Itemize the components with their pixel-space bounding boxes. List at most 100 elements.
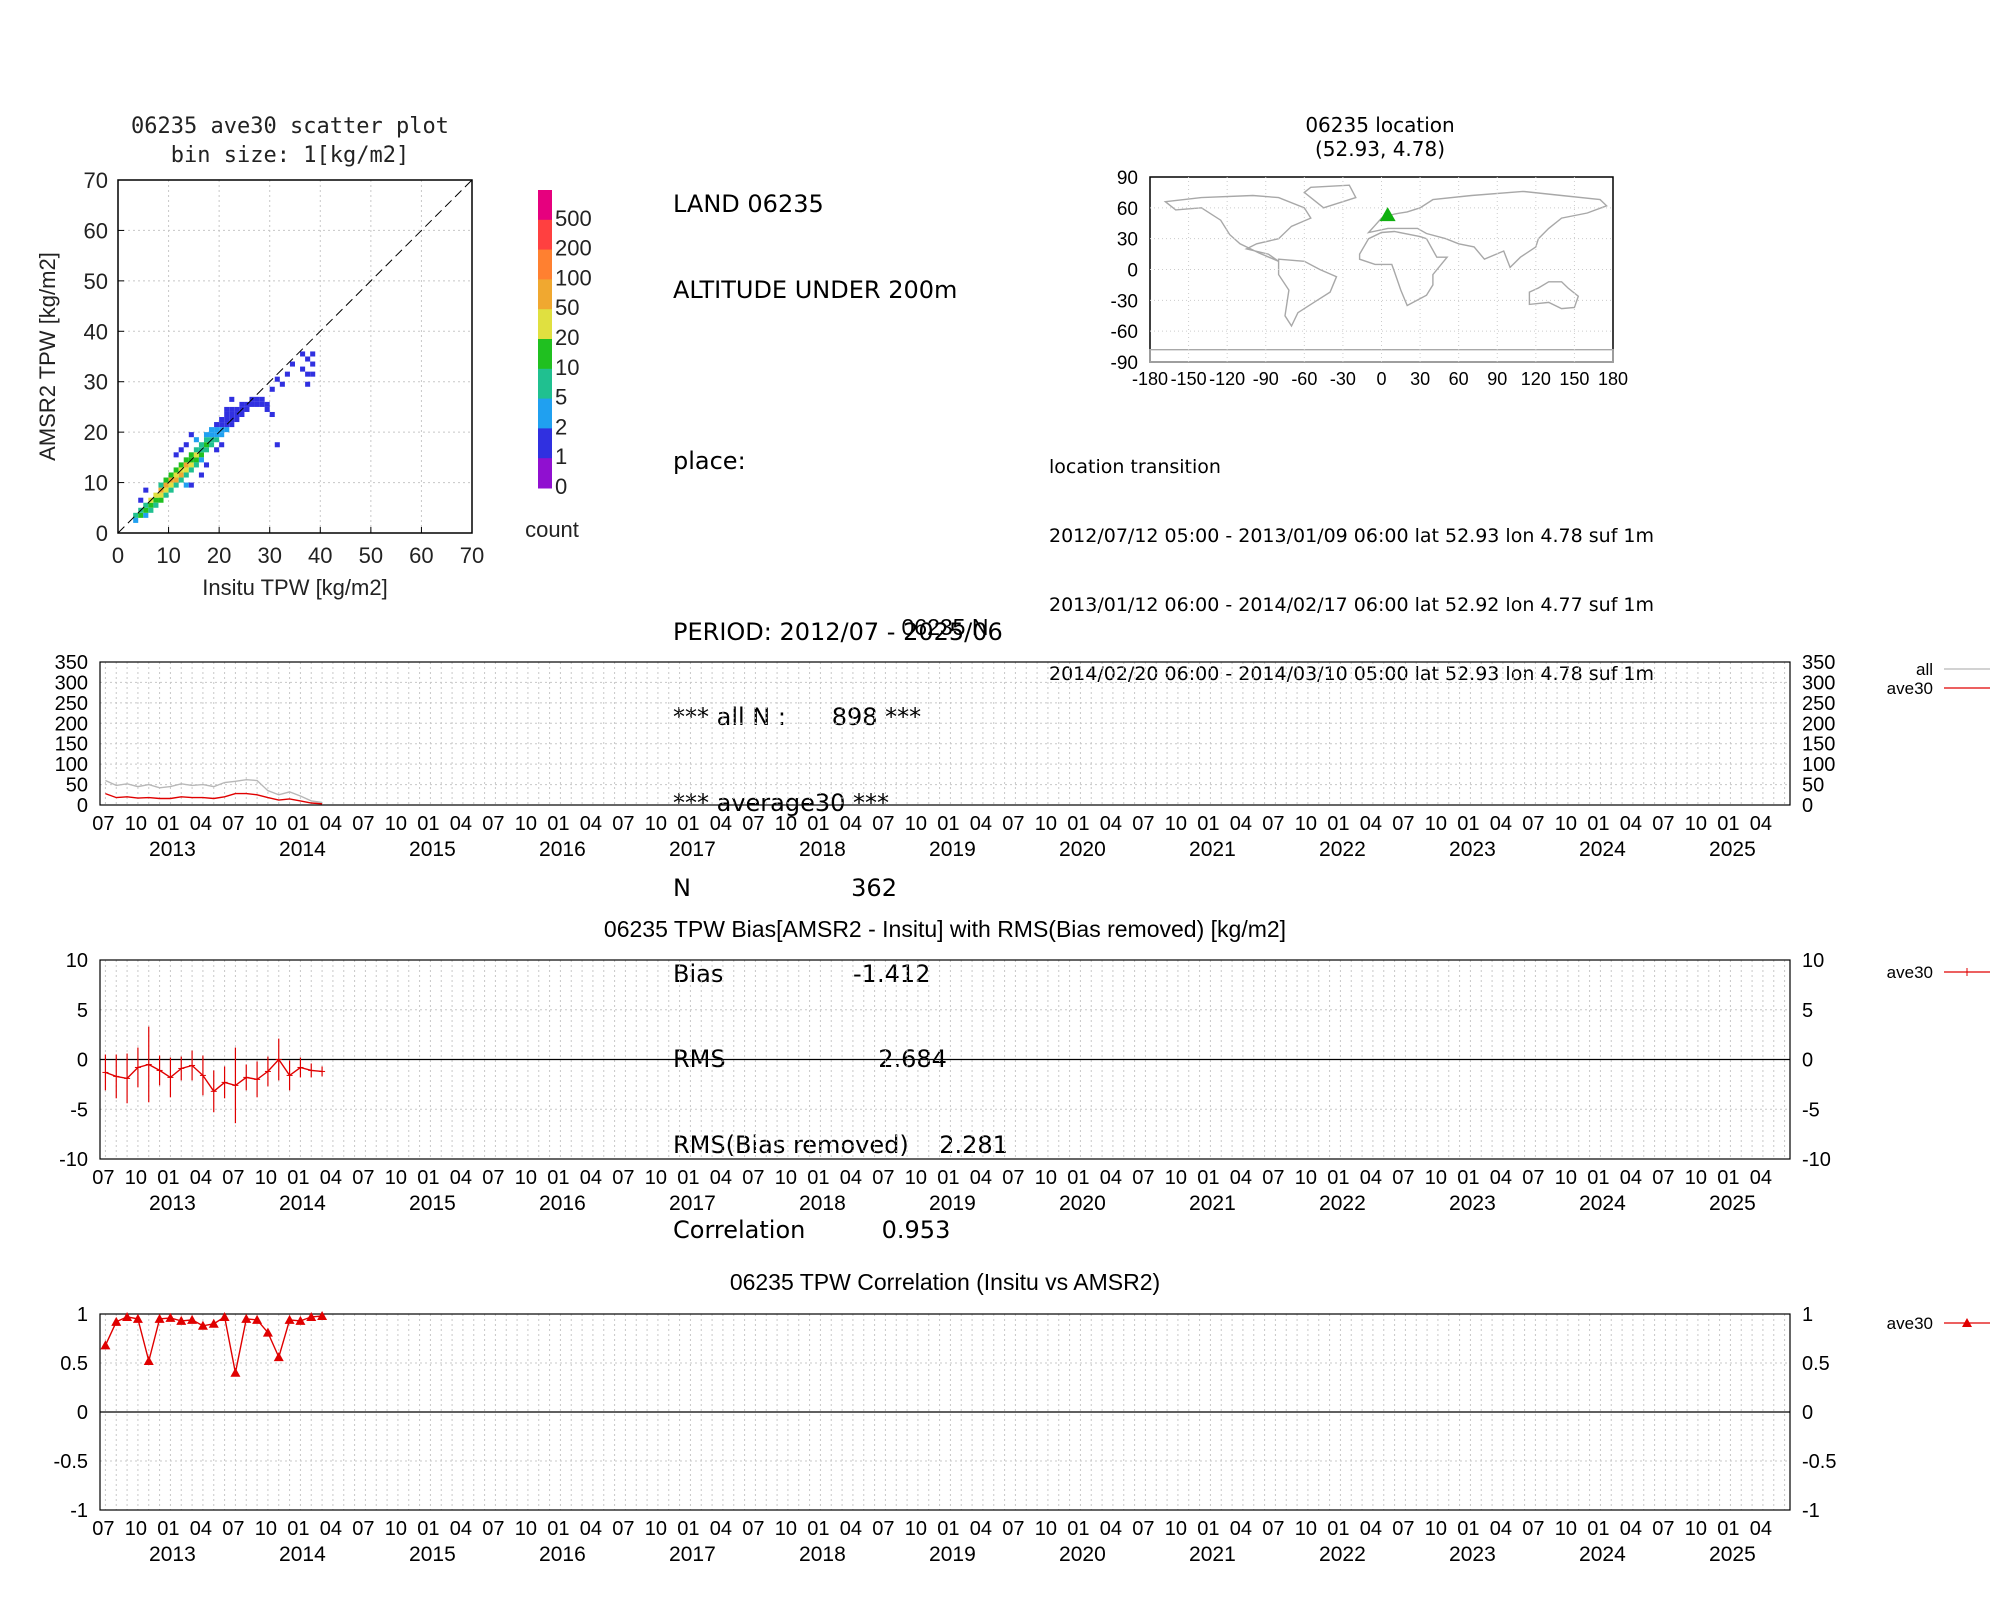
scatter-cell [143,487,149,493]
y-tick-label-left: 350 [55,652,88,674]
scatter-cell [214,437,220,443]
corr-point [252,1314,263,1324]
x-year-label: 2016 [539,838,586,861]
x-month-label: 10 [125,813,147,835]
y-tick-label: 0 [96,521,108,546]
corr-point [122,1311,133,1321]
scatter-cell [158,497,164,503]
x-month-label: 01 [547,1518,569,1540]
map-x-tick-label: 60 [1449,369,1469,389]
x-tick-label: 0 [112,543,124,568]
colorbar-segment [538,398,552,429]
scatter-cell [173,482,179,488]
x-month-label: 04 [1750,813,1772,835]
corr-point [295,1315,306,1325]
y-tick-label-left: -5 [70,1099,88,1121]
colorbar-segment [538,279,552,310]
x-month-label: 07 [482,1518,504,1540]
scatter-cell [153,502,159,508]
scatter-cell [310,351,316,357]
x-month-label: 10 [645,1518,667,1540]
x-month-label: 01 [1067,813,1089,835]
corr-point [132,1313,143,1323]
scatter-cell [158,492,164,498]
scatter-cell [203,442,210,448]
x-month-label: 07 [742,1167,764,1189]
x-month-label: 10 [1035,813,1057,835]
scatter-cell [148,502,154,508]
map-x-tick-label: -60 [1291,369,1317,389]
scatter-cell [168,472,174,478]
info-line: LAND 06235 [673,190,824,218]
n-panel-title: 06235 N [901,614,989,640]
x-month-label: 07 [222,1167,244,1189]
x-month-label: 10 [515,1518,537,1540]
x-month-label: 10 [255,813,277,835]
info-line [673,361,1008,390]
y-tick-label-left: 200 [55,713,88,735]
legend-ave30: ave30 [1887,1314,1933,1333]
map-x-tick-label: 120 [1521,369,1551,389]
x-year-label: 2022 [1319,1192,1366,1215]
colorbar-label: 200 [555,236,592,261]
one-to-one-line [117,179,473,534]
scatter-cell [138,512,144,518]
x-month-label: 01 [807,813,829,835]
x-year-label: 2018 [799,838,846,861]
colorbar-label: 100 [555,265,592,290]
colorbar-label: 500 [555,206,592,231]
x-month-label: 04 [1490,813,1512,835]
x-month-label: 07 [352,1518,374,1540]
y-tick-label: 20 [84,420,108,445]
x-month-label: 01 [287,813,309,835]
x-month-label: 10 [775,1518,797,1540]
scatter-cell [198,442,204,448]
x-month-label: 10 [515,813,537,835]
scatter-cell [254,401,260,407]
x-month-label: 07 [1262,813,1284,835]
x-month-label: 01 [1587,1518,1609,1540]
x-month-label: 07 [1392,813,1414,835]
series-line-ave30 [105,792,323,805]
x-month-label: 04 [1360,1518,1382,1540]
scatter-cell [234,417,240,423]
scatter-cell [239,411,245,418]
colorbar-label: 5 [555,385,567,410]
y-tick-label-right: 0.5 [1802,1353,1830,1375]
y-tick-label-left: 0 [77,1050,88,1072]
y-tick-label: 30 [84,370,108,395]
x-month-label: 07 [352,1167,374,1189]
y-axis-label: AMSR2 TPW [kg/m2] [35,252,60,461]
x-month-label: 04 [450,813,472,835]
scatter-cell [219,432,225,438]
x-month-label: 07 [1392,1167,1414,1189]
scatter-cell [214,422,220,428]
x-month-label: 10 [385,1518,407,1540]
scatter-cell [259,396,265,402]
x-month-label: 04 [840,813,862,835]
x-month-label: 07 [482,813,504,835]
x-month-label: 04 [320,813,342,835]
x-month-label: 07 [1002,813,1024,835]
x-month-label: 07 [1522,1167,1544,1189]
corr-point [317,1310,328,1320]
map-y-tick-label: 90 [1117,168,1138,189]
x-month-label: 04 [1750,1167,1772,1189]
y-tick-label-left: -10 [59,1149,88,1171]
x-tick-label: 20 [207,543,231,568]
scatter-cell [305,356,311,362]
x-month-label: 10 [645,813,667,835]
scatter-cell [168,487,174,493]
y-tick-label-right: -0.5 [1802,1451,1836,1473]
scatter-cell [224,411,230,418]
scatter-cell [209,432,215,438]
info-line: ALTITUDE UNDER 200m [673,275,958,304]
colorbar-segment [538,219,552,251]
x-month-label: 01 [937,1518,959,1540]
scatter-cell [173,477,179,483]
info-line [673,532,1008,561]
map-x-tick-label: -150 [1171,369,1207,389]
x-month-label: 01 [417,813,439,835]
